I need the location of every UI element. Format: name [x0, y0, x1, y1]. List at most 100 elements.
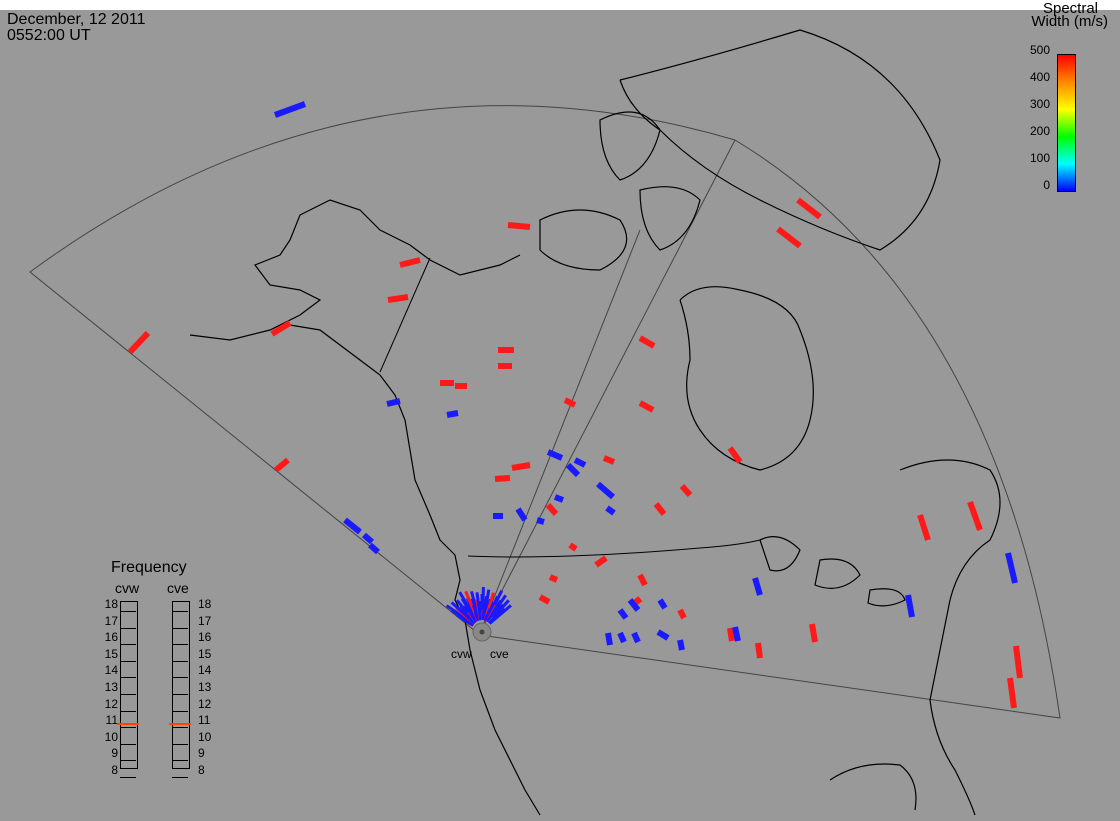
frequency-gridline: [172, 777, 188, 778]
echo-segment: [548, 574, 559, 583]
frequency-gridline: [120, 644, 136, 646]
frequency-gridline: [172, 677, 188, 679]
frequency-gridline: [120, 777, 136, 778]
date-label: December, 12 2011: [7, 11, 146, 28]
frequency-tick-right: 17: [198, 613, 212, 628]
frequency-tick-right: 10: [198, 729, 212, 744]
echo-segment: [511, 462, 531, 471]
frequency-tick-right: 9: [198, 746, 205, 761]
frequency-tick-left: 15: [104, 646, 118, 661]
echo-segment: [656, 629, 670, 641]
echo-segment: [627, 598, 641, 612]
echoes: [127, 101, 1023, 709]
frequency-marker: [117, 722, 139, 725]
echo-segment: [605, 632, 613, 646]
frequency-gridline: [120, 627, 136, 629]
echo-segment: [515, 507, 528, 522]
echo-segment: [1005, 552, 1018, 584]
echo-segment: [732, 626, 741, 642]
echo-segment: [596, 481, 615, 500]
echo-segment: [568, 542, 578, 552]
frequency-gridline: [120, 710, 136, 712]
radar-name-cve: cve: [167, 580, 189, 596]
echo-segment: [1007, 677, 1017, 709]
echo-segment: [617, 608, 629, 620]
colorbar-tick: 0: [1043, 178, 1050, 192]
frequency-tick-left: 14: [104, 663, 118, 678]
echo-segment: [905, 594, 915, 618]
frequency-tick-left: 17: [104, 613, 118, 628]
frequency-tick-left: 10: [104, 729, 118, 744]
echo-segment: [776, 226, 802, 249]
echo-segment: [677, 639, 685, 651]
echo-segment: [633, 596, 643, 605]
frequency-gridline: [120, 677, 136, 679]
echo-segment: [637, 573, 648, 587]
frequency-tick-left: 12: [104, 696, 118, 711]
echo-segment: [553, 494, 565, 503]
legend-title-line2: Width (m/s): [1031, 13, 1108, 30]
echo-segment: [594, 555, 608, 568]
echo-segment: [638, 335, 656, 349]
echo-segment: [563, 397, 577, 408]
echo-segment: [127, 330, 151, 355]
echo-segment: [752, 577, 763, 596]
frequency-gridline: [172, 627, 188, 629]
frequency-box-cvw: [120, 601, 138, 769]
colorbar-tick: 400: [1029, 70, 1050, 84]
frequency-tick-right: 11: [198, 713, 211, 728]
frequency-tick-left: 13: [104, 680, 118, 694]
echo-segment: [727, 627, 735, 642]
echo-segment: [362, 532, 374, 545]
frequency-gridline: [120, 727, 136, 729]
echo-segment: [386, 398, 401, 407]
echo-segment: [1013, 645, 1023, 679]
frequency-tick-left: 16: [104, 630, 118, 645]
frequency-gridline: [172, 611, 188, 612]
frequency-gridline: [120, 743, 136, 745]
frequency-tick-left: 18: [104, 597, 118, 611]
frequency-tick-right: 15: [198, 646, 212, 661]
echo-segment: [573, 457, 587, 468]
echo-segment: [343, 517, 362, 535]
frequency-gridline: [172, 760, 188, 762]
frequency-tick-right: 8: [198, 763, 205, 777]
colorbar-tick: 100: [1029, 151, 1050, 165]
echo-segment: [653, 502, 667, 516]
frequency-tick-left: 11: [105, 713, 118, 728]
echo-segment: [679, 484, 693, 497]
echo-segment: [273, 101, 307, 118]
echo-segment: [546, 449, 564, 461]
frequency-title: Frequency: [111, 559, 187, 576]
echo-segment: [809, 623, 818, 643]
echo-segment: [565, 462, 581, 478]
coastlines: [189, 29, 1001, 816]
echo-segment: [538, 594, 551, 605]
echo-segment: [488, 604, 512, 625]
echo-segment: [545, 503, 559, 516]
frequency-gridline: [172, 660, 188, 662]
colorbar-tick: 200: [1029, 124, 1050, 138]
echo-segment: [677, 608, 687, 620]
frequency-tick-right: 16: [198, 630, 212, 645]
frequency-tick-right: 13: [198, 680, 212, 694]
colorbar-tick: 500: [1029, 43, 1050, 57]
frequency-gridline: [120, 660, 136, 662]
frequency-tick-right: 18: [198, 597, 212, 611]
echo-segment: [270, 320, 292, 337]
field-of-view: [29, 105, 1061, 719]
frequency-gridline: [172, 710, 188, 712]
echo-segment: [368, 542, 380, 555]
time-label: 0552:00 UT: [7, 27, 91, 44]
color-bar: [1057, 54, 1076, 192]
echo-segment: [727, 446, 743, 464]
echo-segment: [274, 457, 290, 473]
echo-segment: [494, 475, 511, 482]
legend-title-line1: Spectral: [1042, 0, 1098, 17]
echo-segment: [605, 505, 616, 516]
echo-segment: [796, 197, 822, 220]
borders: [379, 257, 761, 558]
top-strip: [0, 0, 1120, 10]
frequency-tick-left: 8: [111, 763, 118, 777]
